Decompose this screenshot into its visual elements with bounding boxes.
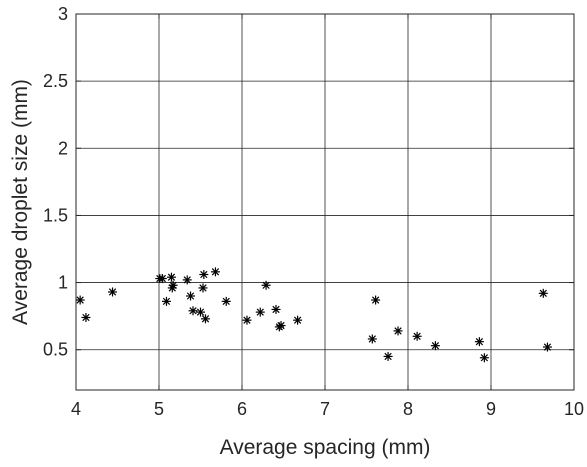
data-point	[276, 321, 286, 331]
x-tick-label: 9	[486, 399, 496, 419]
data-point	[479, 353, 489, 363]
y-tick-label: 2	[58, 138, 68, 158]
data-point	[196, 307, 205, 317]
data-point	[200, 314, 210, 324]
data-point	[108, 287, 118, 297]
data-point	[371, 295, 381, 305]
data-point	[199, 270, 209, 280]
x-tick-label: 5	[154, 399, 164, 419]
data-point	[157, 274, 167, 284]
y-tick-label: 1.5	[43, 205, 68, 225]
x-tick-label: 7	[320, 399, 330, 419]
data-point	[198, 283, 208, 293]
data-point	[383, 351, 393, 361]
data-point	[161, 296, 171, 306]
x-axis-label: Average spacing (mm)	[220, 436, 431, 459]
data-point	[412, 331, 422, 341]
grid-lines	[76, 14, 574, 390]
axis-ticks: 4 5 6 7 8 9 10 0.5 1 1.5 2 2.5 3	[43, 4, 584, 419]
x-tick-label: 6	[237, 399, 247, 419]
data-point	[255, 307, 265, 317]
data-point	[271, 304, 281, 314]
y-tick-label: 3	[58, 4, 68, 24]
data-point	[261, 280, 271, 290]
data-point	[430, 341, 440, 351]
y-axis-label: Average droplet size (mm)	[9, 79, 32, 325]
data-point	[542, 342, 552, 352]
data-point	[166, 272, 176, 282]
data-point	[75, 295, 85, 305]
y-tick-label: 0.5	[43, 340, 68, 360]
data-point	[221, 296, 231, 306]
data-point	[474, 337, 484, 347]
data-point	[538, 288, 548, 298]
data-point	[186, 291, 196, 301]
data-point	[242, 315, 252, 325]
data-point	[168, 280, 178, 290]
y-tick-label: 1	[58, 273, 68, 293]
data-point	[367, 334, 377, 344]
y-tick-label: 2.5	[43, 71, 68, 91]
x-tick-label: 10	[564, 399, 584, 419]
data-point	[81, 312, 91, 322]
data-point	[293, 315, 303, 325]
data-point	[182, 275, 192, 285]
data-points	[75, 267, 552, 363]
data-point	[393, 326, 403, 336]
data-point	[210, 267, 220, 277]
data-point	[188, 306, 198, 316]
x-tick-label: 4	[71, 399, 81, 419]
x-tick-label: 8	[403, 399, 413, 419]
